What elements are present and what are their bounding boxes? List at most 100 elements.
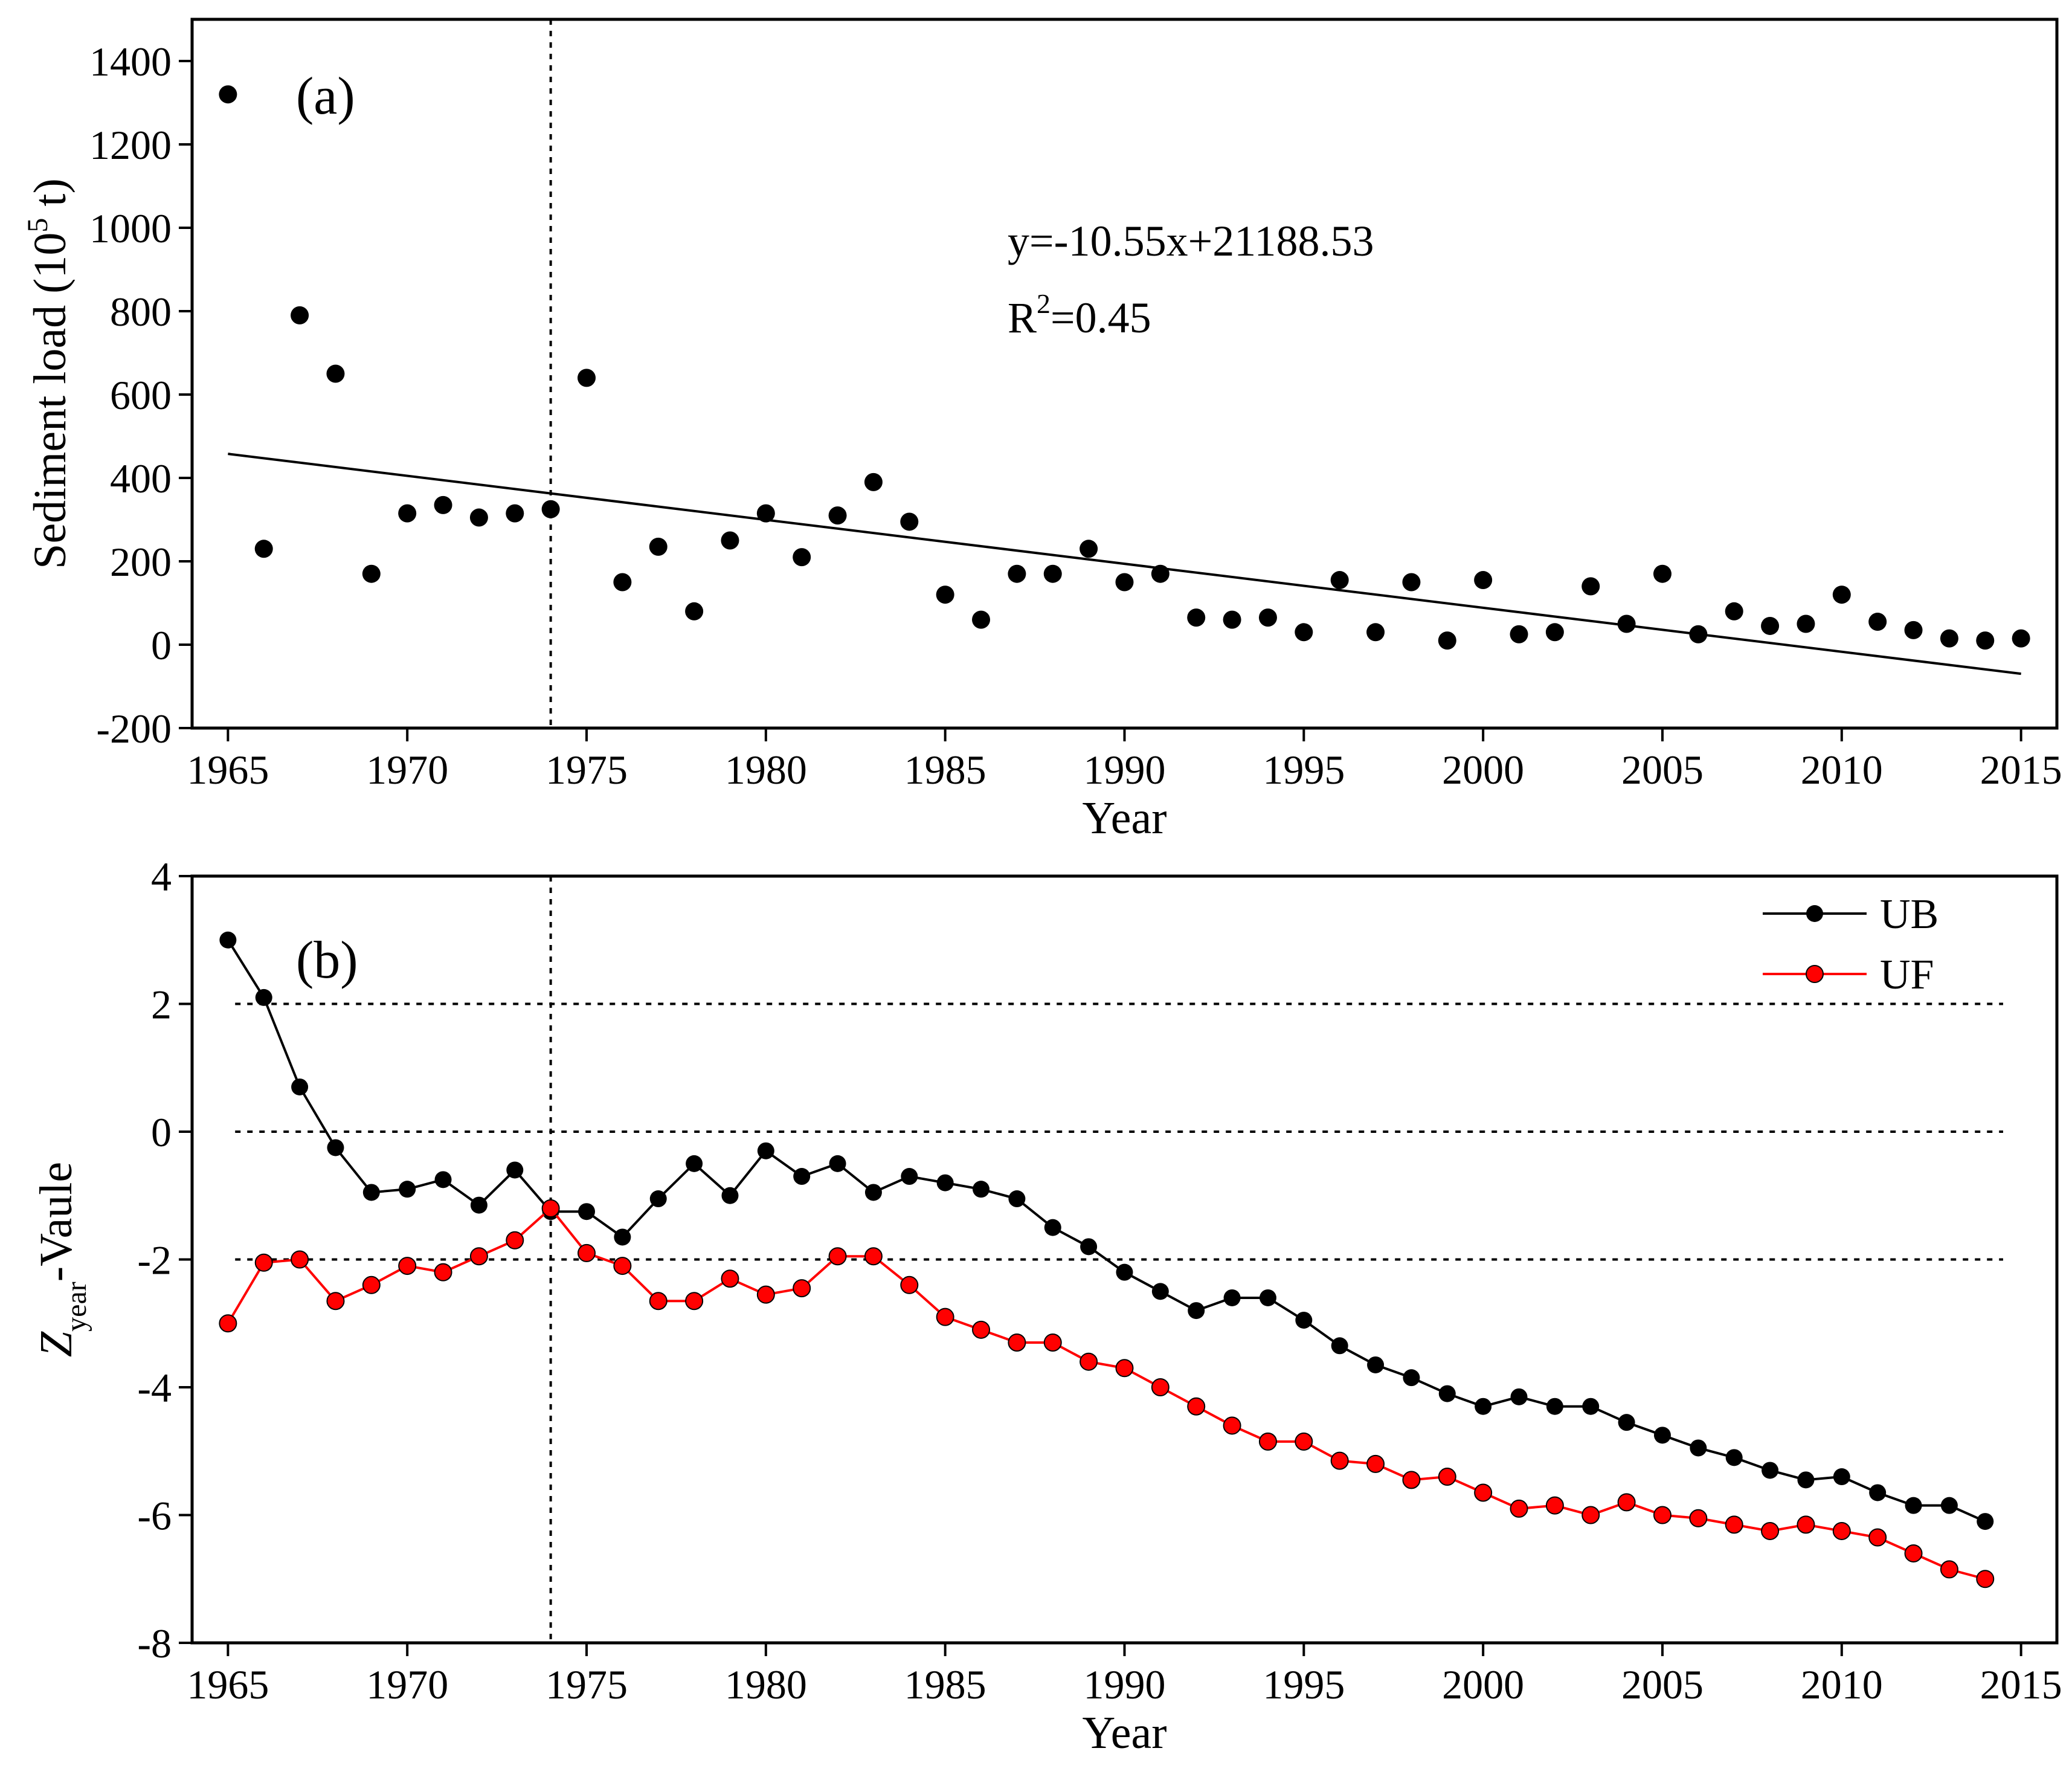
panel-b-series-uf-point bbox=[1079, 1352, 1098, 1371]
panel-a-x-tick-label: 1990 bbox=[1084, 747, 1166, 793]
panel-a-x-axis-title: Year bbox=[1082, 793, 1166, 843]
panel-b-x-tick-label: 2015 bbox=[1980, 1662, 2062, 1707]
panel-b-series-uf-point bbox=[1940, 1560, 1958, 1579]
panel-a-r2-main: R bbox=[1008, 294, 1037, 342]
panel-a-data-point bbox=[1438, 631, 1456, 650]
panel-a-data-point bbox=[900, 512, 919, 531]
panel-b-series-ub-point bbox=[1653, 1427, 1671, 1444]
panel-a-data-point bbox=[1797, 614, 1815, 633]
panel-b-series-ub-point bbox=[614, 1228, 631, 1246]
panel-a-data-point bbox=[1008, 564, 1026, 583]
panel-b-series-ub-point bbox=[1295, 1311, 1313, 1329]
panel-a-y-tick-label: 1400 bbox=[89, 39, 172, 85]
panel-a-data-point bbox=[254, 540, 273, 558]
panel-b-series-ub-point bbox=[1259, 1289, 1276, 1306]
panel-a-x-tick-label: 2015 bbox=[1980, 747, 2062, 793]
panel-b-series-ub-point bbox=[1044, 1219, 1061, 1236]
panel-b-series-uf-point bbox=[1187, 1397, 1206, 1416]
panel-b-series-uf-point bbox=[721, 1269, 739, 1288]
legend-ub-label: UB bbox=[1880, 891, 1938, 938]
panel-b-series-uf-point bbox=[1545, 1496, 1564, 1515]
panel-b-y-axis-title: Zyear-Vaule bbox=[31, 1162, 92, 1357]
panel-a-data-point bbox=[1151, 564, 1170, 583]
panel-b-series-uf-point bbox=[1115, 1359, 1134, 1378]
panel-b-series-uf-point bbox=[541, 1199, 560, 1217]
panel-b-series-ub-point bbox=[1940, 1497, 1958, 1514]
panel-a-data-point bbox=[1689, 625, 1708, 643]
panel-b-series-ub-point bbox=[1116, 1263, 1133, 1281]
panel-a-data-point bbox=[1868, 613, 1887, 631]
panel-b-series-uf-point bbox=[900, 1275, 919, 1294]
panel-b-series-uf-point bbox=[756, 1285, 775, 1304]
panel-b-series-uf-point bbox=[1151, 1378, 1170, 1396]
panel-b-series-ub-point bbox=[434, 1171, 452, 1188]
panel-a-data-point bbox=[793, 548, 811, 567]
panel-a-x-tick-label: 1975 bbox=[545, 747, 628, 793]
panel-a-x-tick-label: 2010 bbox=[1801, 747, 1883, 793]
panel-b-series-uf-point bbox=[793, 1279, 811, 1298]
panel-a-data-point bbox=[1976, 631, 1995, 650]
panel-b-y-tick-label: -2 bbox=[137, 1237, 172, 1283]
panel-b-series-uf-point bbox=[649, 1292, 668, 1311]
panel-b-series-uf-point bbox=[1043, 1333, 1062, 1352]
panel-a-data-point bbox=[1581, 577, 1600, 596]
panel-b-y-tick-label: -4 bbox=[137, 1365, 172, 1411]
panel-a-data-point bbox=[1366, 623, 1385, 642]
panel-a-data-point bbox=[362, 564, 381, 583]
panel-a-data-point bbox=[685, 602, 704, 621]
panel-b-series-ub-point bbox=[1080, 1238, 1098, 1256]
panel-a-x-tick-label: 1985 bbox=[904, 747, 986, 793]
panel-b-series-ub-point bbox=[1977, 1513, 1994, 1530]
panel-b-y-tick-label: -6 bbox=[137, 1493, 172, 1539]
panel-b-y-title-main: Z bbox=[31, 1331, 82, 1357]
panel-a-data-point bbox=[1545, 623, 1564, 642]
panel-a-r2-sup: 2 bbox=[1037, 288, 1050, 319]
panel-a-y-title-tail: t) bbox=[25, 178, 76, 218]
panel-a-data-point bbox=[398, 504, 417, 523]
panel-b-series-ub-point bbox=[721, 1187, 739, 1204]
panel-b-x-tick-label: 1970 bbox=[366, 1662, 448, 1707]
panel-b-series-ub-point bbox=[219, 931, 237, 949]
panel-a-x-tick-label: 1970 bbox=[366, 747, 448, 793]
panel-a-y-tick-label: 600 bbox=[110, 372, 172, 418]
panel-a-data-point bbox=[1653, 564, 1671, 583]
panel-b-series-uf-point bbox=[1904, 1544, 1923, 1562]
panel-b-series-uf-point bbox=[469, 1247, 488, 1266]
panel-a-trend-line bbox=[228, 453, 2021, 676]
panel-b-series-uf-point bbox=[1330, 1451, 1349, 1470]
panel-b-y-title-tail: -Vaule bbox=[31, 1162, 82, 1282]
panel-b-series-uf-point bbox=[506, 1231, 524, 1250]
panel-b-series-ub-point bbox=[973, 1181, 990, 1198]
panel-b-series-ub-point bbox=[936, 1174, 954, 1192]
panel-a-data-point bbox=[1940, 629, 1958, 648]
panel-b-series-uf-point bbox=[1366, 1454, 1385, 1473]
panel-a-data-point bbox=[1258, 608, 1277, 627]
panel-b-series-ub-point bbox=[757, 1142, 774, 1159]
panel-b-y-tick-label: 0 bbox=[151, 1109, 172, 1155]
panel-b-series-uf-point bbox=[1223, 1416, 1241, 1435]
panel-b-x-tick-label: 1975 bbox=[545, 1662, 628, 1707]
panel-b-series-ub-point bbox=[470, 1196, 487, 1214]
panel-a-x-tick-label: 1965 bbox=[187, 747, 269, 793]
panel-b-series-ub-point bbox=[901, 1168, 918, 1185]
panel-b-series-uf-point bbox=[1976, 1570, 1995, 1588]
panel-b-label: (b) bbox=[296, 931, 358, 990]
panel-a-x-tick-label: 1995 bbox=[1263, 747, 1345, 793]
panel-b-x-tick-label: 1980 bbox=[725, 1662, 807, 1707]
panel-b-series-ub-point bbox=[1869, 1484, 1887, 1501]
panel-a-x-tick-label: 1980 bbox=[725, 747, 807, 793]
panel-b-series-uf-line bbox=[227, 1207, 1986, 1581]
panel-b-x-tick-label: 2000 bbox=[1442, 1662, 1524, 1707]
panel-b-series-uf-point bbox=[1725, 1515, 1743, 1534]
panel-b-series-ub-point bbox=[362, 1184, 380, 1201]
panel-a-data-point bbox=[1474, 571, 1493, 590]
panel-a-y-tick-label: -200 bbox=[96, 706, 172, 752]
panel-a-data-point bbox=[1725, 602, 1743, 621]
panel-b-series-ub-point bbox=[1618, 1414, 1635, 1431]
panel-b-series-ub-point bbox=[1403, 1369, 1420, 1387]
panel-b-series-ub-point bbox=[793, 1168, 811, 1185]
panel-b-series-ub-point bbox=[506, 1161, 524, 1179]
panel-a-data-point bbox=[578, 369, 596, 387]
panel-b-series-uf-point bbox=[1797, 1515, 1815, 1534]
